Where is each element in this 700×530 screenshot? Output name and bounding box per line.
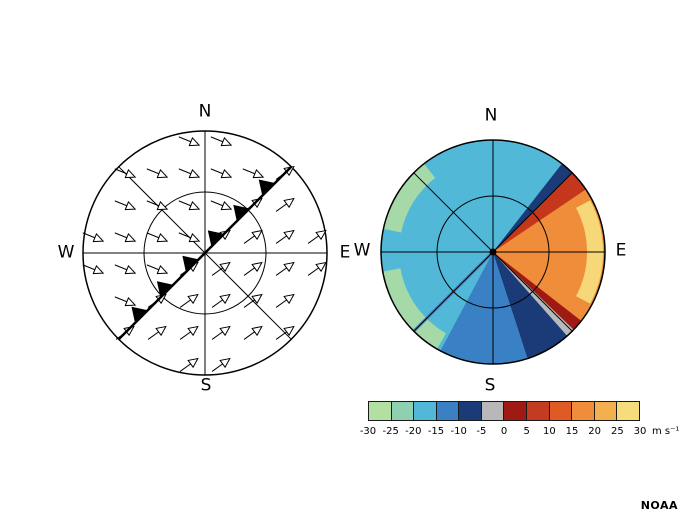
colorbar-cell bbox=[481, 402, 505, 420]
velocity-colorbar: -30 -25 -20 -15 -10 -5 0 5 10 15 20 25 30 m s⁻¹ bbox=[360, 401, 680, 440]
colorbar-tick: -30 bbox=[359, 426, 377, 437]
colorbar-unit: m s⁻¹ bbox=[652, 426, 680, 437]
colorbar-cell bbox=[549, 402, 573, 420]
colorbar-tick: 15 bbox=[565, 426, 579, 437]
colorbar-cell bbox=[572, 402, 595, 420]
colorbar-tick: 10 bbox=[542, 426, 556, 437]
left-compass-west: W bbox=[57, 242, 75, 263]
radar-site-dot bbox=[489, 248, 497, 256]
wind-field-panel bbox=[81, 129, 329, 377]
colorbar-cell bbox=[414, 402, 437, 420]
colorbar-ticks: -30 -25 -20 -15 -10 -5 0 5 10 15 20 25 30 m s⁻¹ bbox=[360, 426, 680, 440]
right-compass-south: S bbox=[484, 375, 496, 396]
colorbar-tick: 0 bbox=[500, 426, 508, 437]
colorbar-tick: 25 bbox=[610, 426, 624, 437]
left-compass-east: E bbox=[339, 242, 351, 263]
velocity-panel bbox=[379, 138, 607, 366]
right-compass-west: W bbox=[353, 240, 371, 261]
velocity-svg bbox=[380, 139, 606, 365]
colorbar-tick: 20 bbox=[588, 426, 602, 437]
right-compass-east: E bbox=[615, 240, 627, 261]
colorbar-cell bbox=[617, 402, 639, 420]
colorbar-cell bbox=[369, 402, 392, 420]
left-compass-south: S bbox=[200, 375, 212, 396]
velocity-field bbox=[381, 140, 605, 364]
colorbar-cells bbox=[368, 401, 640, 421]
colorbar-cell bbox=[436, 402, 460, 420]
credit-noaa: NOAA bbox=[640, 499, 678, 512]
colorbar-cell bbox=[527, 402, 550, 420]
colorbar-tick: -20 bbox=[405, 426, 422, 437]
colorbar-tick: -15 bbox=[427, 426, 445, 437]
colorbar-tick: -5 bbox=[476, 426, 487, 437]
front-pips bbox=[131, 179, 275, 323]
colorbar-cell bbox=[504, 402, 528, 420]
colorbar-tick: -25 bbox=[382, 426, 399, 437]
colorbar-cell bbox=[391, 402, 415, 420]
colorbar-tick: -10 bbox=[450, 426, 467, 437]
left-compass-north: N bbox=[198, 101, 212, 122]
right-compass-north: N bbox=[484, 105, 498, 126]
wind-field-svg bbox=[82, 130, 328, 376]
wind-range-ring bbox=[143, 191, 267, 315]
colorbar-tick: 5 bbox=[523, 426, 530, 437]
colorbar-tick: 30 bbox=[633, 426, 647, 437]
colorbar-cell bbox=[594, 402, 618, 420]
velocity-outer-circle bbox=[380, 139, 606, 365]
colorbar-cell bbox=[459, 402, 482, 420]
